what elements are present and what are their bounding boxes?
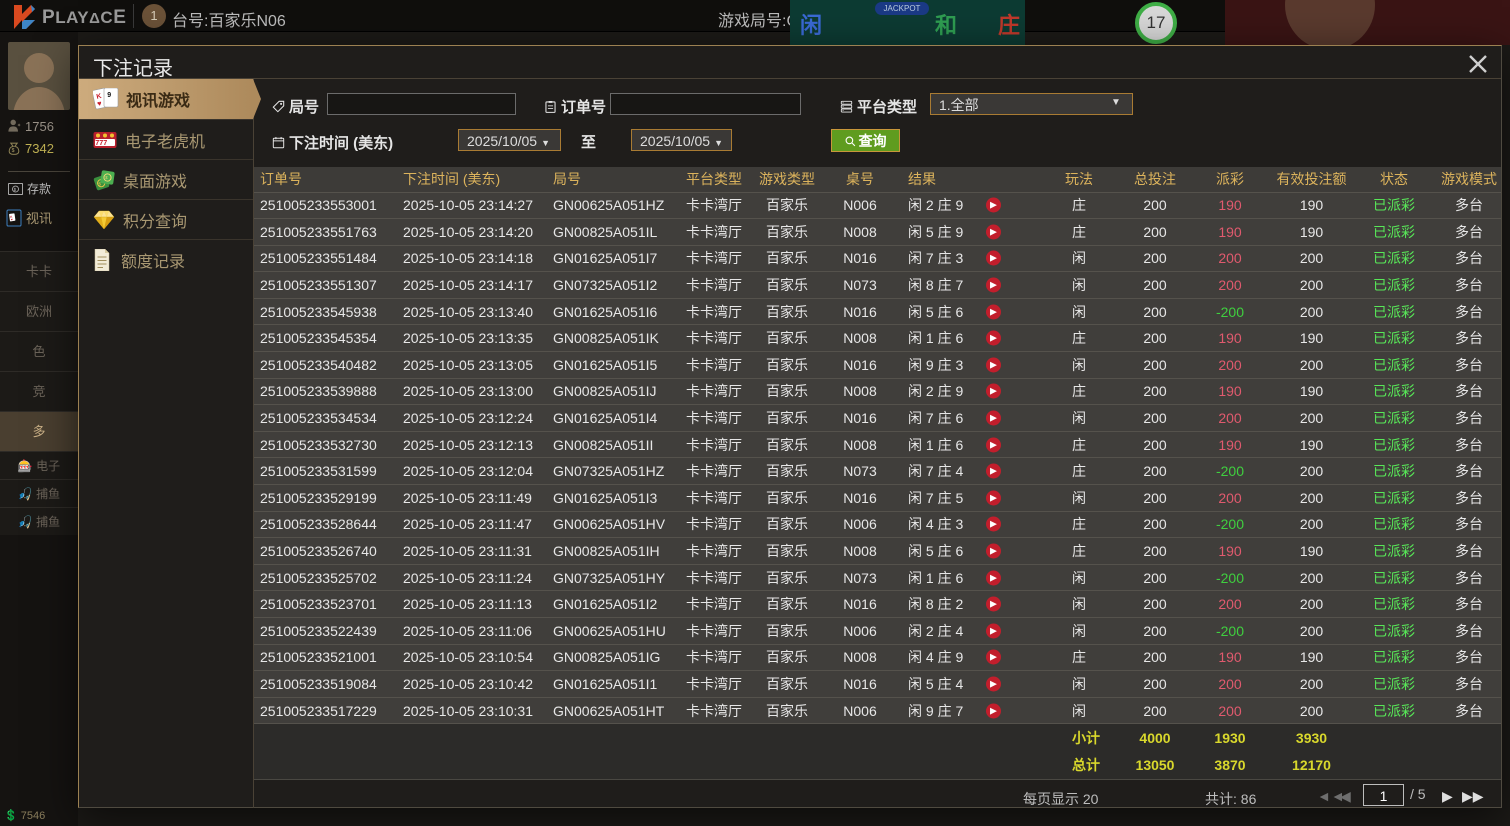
svg-text:$: $ xyxy=(12,148,15,154)
svg-text:✦: ✦ xyxy=(17,122,22,129)
svg-text:9: 9 xyxy=(107,92,111,99)
svg-text:$: $ xyxy=(14,186,17,191)
svg-text:777: 777 xyxy=(95,137,107,146)
